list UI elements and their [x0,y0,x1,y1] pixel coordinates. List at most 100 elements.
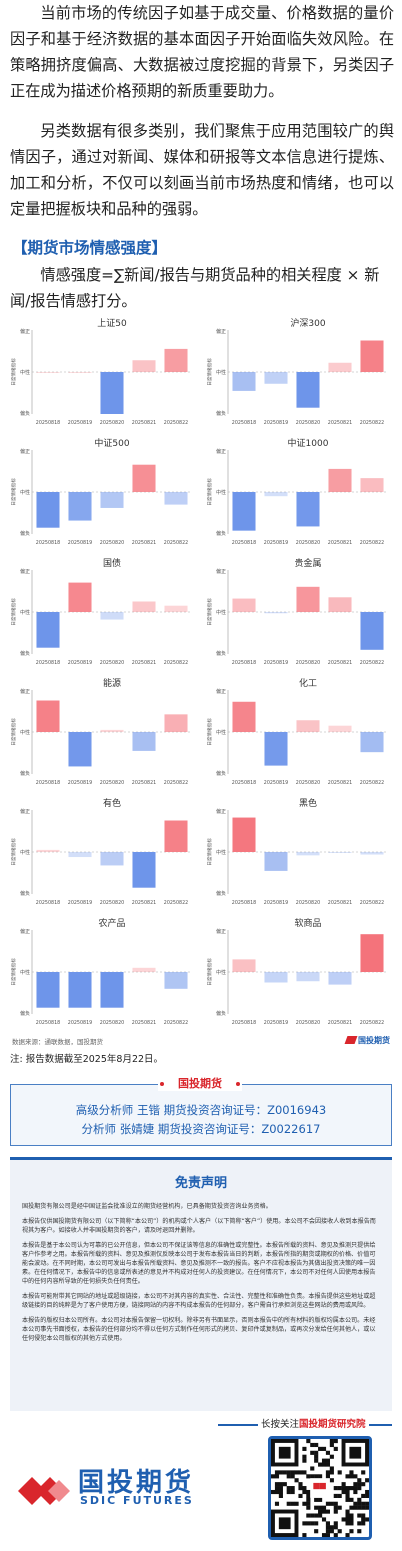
y-bottom-label: 偏负 [216,1010,226,1017]
qr-module [302,1501,307,1506]
sentiment-chart: 黑色 偏正 中性 偏负 日度情绪指标 20250818 20250819 20250820 20… [206,796,394,914]
qr-module [325,1533,330,1538]
y-top-label: 偏正 [216,688,226,695]
analyst-brand-tag: 国投期货 [158,1077,242,1091]
sentiment-chart: 中证1000 偏正 中性 偏负 日度情绪指标 20250818 20250819 202508… [206,436,394,554]
y-top-label: 偏正 [20,808,30,815]
qr-module [361,1470,366,1475]
sentiment-bar [296,720,320,732]
qr-center-logo [319,1482,326,1490]
sentiment-bar [36,849,60,852]
y-axis-label: 日度情绪指标 [206,598,213,626]
y-mid-label: 中性 [216,969,226,976]
qr-module [337,1470,342,1475]
qr-module [314,1450,319,1455]
qr-module [345,1497,350,1502]
y-bottom-label: 偏负 [20,770,30,777]
qr-module [306,1474,311,1479]
qr-module [310,1466,315,1471]
sentiment-chart: 贵金属 偏正 中性 偏负 日度情绪指标 20250818 20250819 20250820 2… [206,556,394,674]
chart-title: 国债 [103,557,121,569]
sentiment-bar [360,612,384,650]
y-axis-label: 日度情绪指标 [206,958,213,986]
qr-module [345,1493,350,1498]
qr-module [318,1462,323,1467]
sentiment-bar [232,701,256,732]
sentiment-chart: 能源 偏正 中性 偏负 日度情绪指标 20250818 20250819 20250820 20… [10,676,198,794]
sentiment-bar [132,852,156,888]
qr-module [357,1513,362,1518]
qr-module [286,1486,291,1491]
y-bottom-label: 偏负 [20,410,30,417]
qr-code[interactable] [268,1436,372,1540]
qr-module [349,1521,354,1526]
section-title: 【期货市场情感强度】 [12,239,168,257]
qr-module [337,1493,342,1498]
y-bottom-label: 偏负 [20,890,30,897]
qr-module [278,1489,283,1495]
y-top-label: 偏正 [216,808,226,815]
chart-title: 软商品 [294,917,321,929]
y-top-label: 偏正 [20,448,30,455]
follow-prompt: 长按关注国投期货研究院 [258,1416,369,1430]
sentiment-bar [360,732,384,753]
footer-logo-subtitle: SDIC FUTURES [80,1494,194,1507]
qr-module [349,1513,354,1518]
sentiment-bar [100,972,124,1008]
qr-module [282,1470,287,1475]
qr-module [278,1493,283,1498]
qr-module [357,1501,362,1506]
y-axis-label: 日度情绪指标 [206,718,213,746]
qr-module [325,1501,330,1506]
x-tick-label: 20250822 [360,780,384,786]
qr-module [349,1497,354,1502]
intro-paragraph-1: 当前市场的传统因子如基于成交量、价格数据的量价因子和基于经济数据的基本面因子开始… [10,4,394,100]
qr-module [302,1446,307,1451]
qr-module [361,1521,366,1526]
qr-module [314,1458,319,1463]
y-mid-label: 中性 [20,369,30,376]
qr-module [321,1446,327,1451]
sentiment-bar [232,959,256,972]
x-tick-label: 20250820 [100,540,124,546]
qr-module [302,1454,307,1459]
x-tick-label: 20250820 [296,1020,320,1026]
qr-module [314,1529,319,1534]
sentiment-bar [68,492,92,521]
follow-highlight: 国投期货研究院 [299,1419,366,1430]
formula-text: 情感强度=∑新闻/报告与期货品种的相关程度 × 新闻/报告情感打分。 [10,266,380,310]
y-bottom-label: 偏负 [20,530,30,537]
sentiment-bar [164,348,188,372]
sentiment-chart: 上证50 偏正 中性 偏负 日度情绪指标 20250818 20250819 20250820… [10,316,198,434]
y-bottom-label: 偏负 [20,650,30,657]
x-tick-label: 20250818 [36,780,60,786]
qr-module [325,1450,330,1455]
sentiment-bar [132,360,156,372]
y-bottom-label: 偏负 [216,770,226,777]
qr-module [361,1501,366,1506]
x-tick-label: 20250818 [232,540,256,546]
x-tick-label: 20250818 [36,900,60,906]
x-tick-label: 20250821 [328,540,352,546]
qr-module [314,1474,319,1479]
qr-module [294,1470,299,1475]
chart-title: 有色 [103,797,121,809]
x-tick-label: 20250822 [164,900,188,906]
x-tick-label: 20250821 [132,900,156,906]
x-tick-label: 20250820 [296,660,320,666]
sentiment-chart: 中证500 偏正 中性 偏负 日度情绪指标 20250818 20250819 2025082… [10,436,198,554]
source-row: 数据来源：通联数据，国投期货 国投期货 [10,1034,394,1050]
qr-module [329,1470,334,1475]
intro-text: 当前市场的传统因子如基于成交量、价格数据的量价因子和基于经济数据的基本面因子开始… [10,0,394,222]
chart-title: 化工 [299,677,317,689]
sentiment-bar [36,612,60,648]
sentiment-bar [100,372,124,414]
chart-title: 沪深300 [290,317,325,329]
